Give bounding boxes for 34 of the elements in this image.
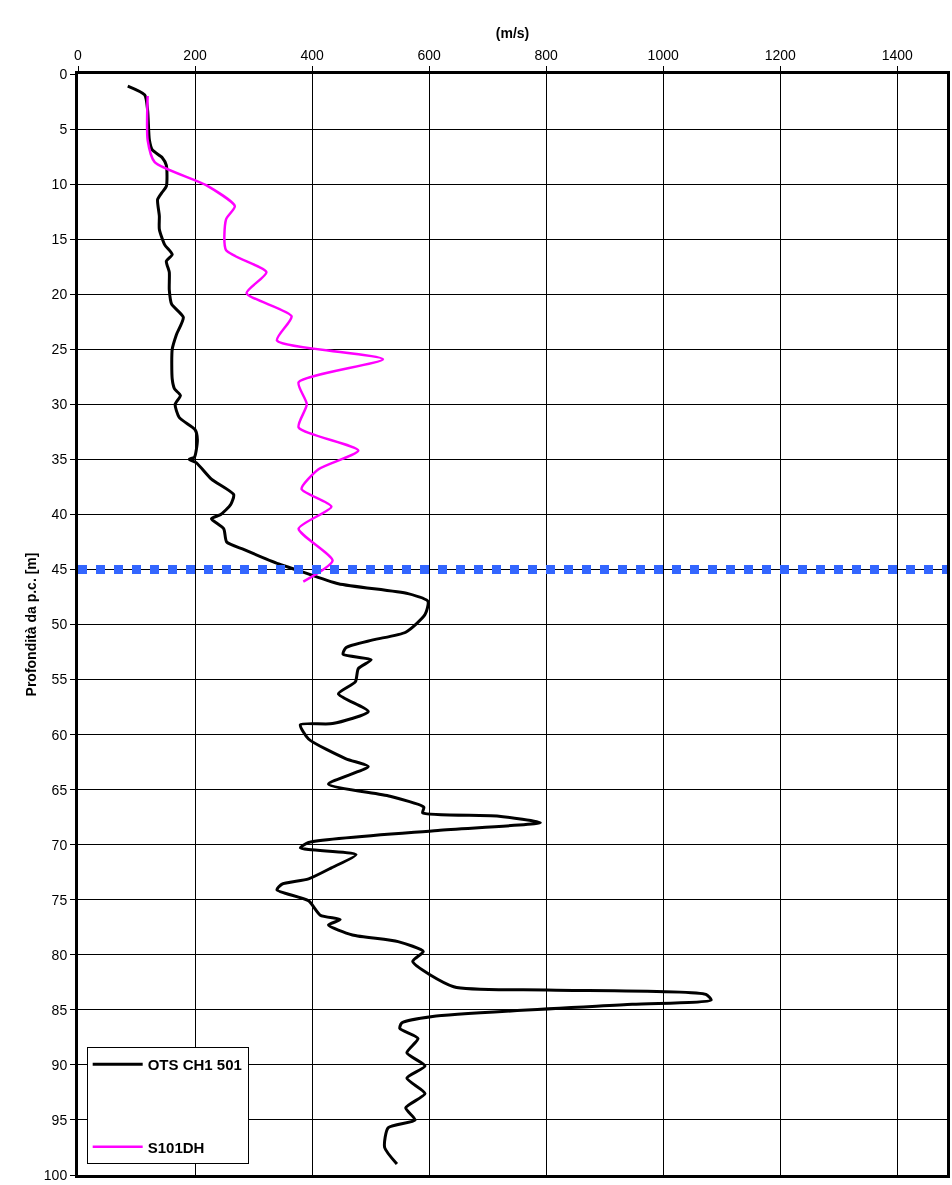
y-axis-title: Profondità da p.c. [m]	[23, 552, 40, 697]
x-axis-title: (m/s)	[495, 25, 530, 41]
y-tick-label: 35	[51, 451, 68, 468]
y-tick-label: 0	[59, 65, 68, 82]
x-tick-label: 0	[74, 47, 83, 64]
y-tick-label: 85	[51, 1001, 68, 1018]
y-tick-label: 20	[51, 286, 68, 303]
y-tick-label: 65	[51, 781, 68, 798]
y-tick-label: 70	[51, 836, 68, 853]
y-tick-label: 55	[51, 671, 68, 688]
y-tick-label: 80	[51, 946, 68, 963]
y-tick-label: 15	[51, 231, 68, 248]
y-tick-label: 75	[51, 891, 68, 908]
x-tick-label: 1400	[881, 47, 914, 64]
y-tick-label: 40	[51, 506, 68, 523]
y-tick-label: 90	[51, 1056, 68, 1073]
x-tick-label: 600	[417, 47, 441, 64]
y-tick-label: 100	[43, 1166, 68, 1183]
line-series	[145, 94, 385, 583]
x-tick-label: 1200	[764, 47, 796, 64]
y-tick-label: 45	[51, 561, 68, 578]
y-tick-label: 50	[51, 616, 68, 633]
x-tick-label: 400	[300, 47, 324, 64]
legend-label: OTS CH1 501	[147, 1056, 242, 1074]
y-tick-label: 5	[59, 120, 68, 137]
y-tick-label: 60	[51, 726, 68, 743]
y-tick-label: 25	[51, 341, 68, 358]
legend-label: S101DH	[147, 1138, 205, 1156]
x-tick-label: 200	[183, 47, 207, 64]
x-tick-label: 1000	[647, 47, 679, 64]
y-tick-label: 10	[51, 176, 68, 192]
y-tick-label: 30	[51, 396, 68, 413]
y-tick-label: 95	[51, 1111, 68, 1128]
x-tick-label: 800	[534, 47, 559, 64]
